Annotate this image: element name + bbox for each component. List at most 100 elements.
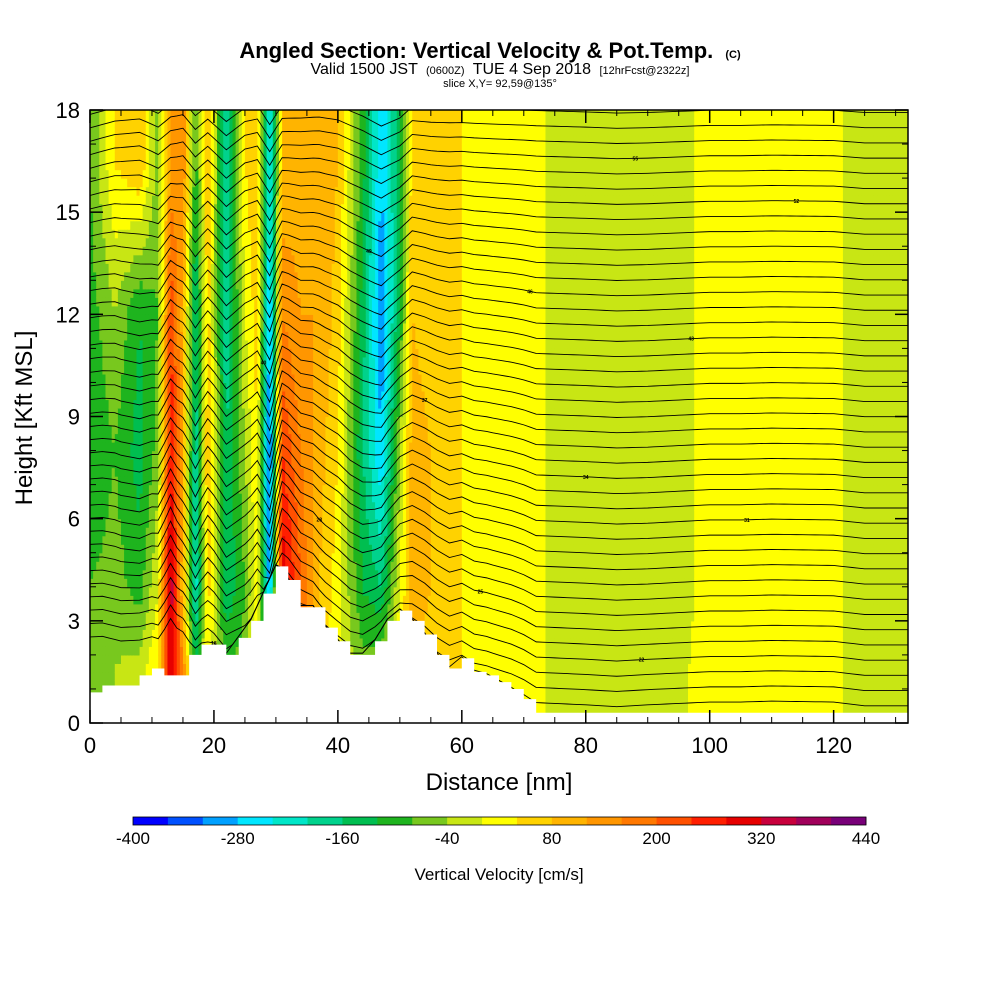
velocity-cell (229, 501, 234, 511)
velocity-cell (248, 246, 252, 256)
velocity-cell (186, 144, 190, 154)
velocity-cell (288, 220, 292, 230)
velocity-cell (241, 348, 246, 358)
velocity-cell (220, 484, 224, 494)
velocity-cell (99, 518, 103, 528)
velocity-cell (235, 237, 240, 247)
velocity-cell (167, 586, 172, 596)
velocity-cell (108, 654, 113, 664)
velocity-cell (207, 280, 212, 290)
velocity-cell (235, 195, 240, 205)
velocity-cell (130, 161, 134, 171)
velocity-cell (189, 144, 193, 154)
velocity-cell (127, 178, 131, 188)
velocity-cell (254, 195, 258, 205)
velocity-cell (130, 399, 134, 409)
velocity-cell (235, 510, 240, 520)
velocity-cell (275, 195, 280, 205)
velocity-cell (99, 501, 103, 511)
velocity-cell (151, 561, 156, 571)
velocity-cell (170, 646, 175, 656)
velocity-cell (182, 212, 187, 222)
velocity-cell (164, 407, 169, 418)
velocity-cell (105, 263, 110, 273)
velocity-cell (213, 484, 218, 494)
velocity-cell (213, 254, 218, 264)
velocity-cell (248, 135, 252, 145)
velocity-cell (114, 135, 119, 145)
velocity-cell (114, 578, 119, 588)
velocity-cell (99, 629, 103, 639)
velocity-cell (145, 629, 150, 639)
velocity-cell (217, 169, 221, 179)
velocity-cell (275, 527, 280, 537)
velocity-cell (288, 373, 292, 384)
velocity-cell (229, 263, 234, 273)
velocity-cell (158, 127, 162, 137)
velocity-cell (90, 484, 94, 494)
velocity-cell (173, 169, 178, 179)
velocity-cell (151, 459, 156, 469)
velocity-cell (207, 595, 212, 605)
velocity-cell (139, 356, 144, 367)
velocity-cell (182, 484, 187, 494)
velocity-cell (294, 280, 299, 290)
velocity-cell (111, 578, 116, 588)
velocity-cell (161, 433, 165, 443)
velocity-cell (303, 561, 308, 571)
velocity-cell (198, 527, 203, 537)
velocity-cell (167, 382, 172, 392)
velocity-cell (136, 246, 141, 256)
velocity-cell (198, 552, 203, 562)
velocity-cell (142, 527, 147, 537)
velocity-cell (186, 442, 190, 452)
velocity-cell (266, 586, 271, 596)
velocity-cell (235, 212, 240, 222)
velocity-cell (117, 127, 122, 137)
velocity-cell (223, 195, 227, 205)
velocity-cell (254, 467, 258, 477)
velocity-cell (294, 501, 299, 511)
velocity-cell (260, 459, 265, 469)
velocity-cell (210, 629, 215, 639)
velocity-cell (254, 476, 258, 486)
velocity-cell (254, 263, 258, 273)
velocity-cell (111, 612, 116, 622)
velocity-cell (266, 399, 271, 409)
velocity-cell (139, 518, 144, 528)
velocity-cell (297, 161, 302, 171)
velocity-cell (139, 280, 144, 290)
velocity-cell (229, 467, 234, 477)
velocity-cell (269, 246, 274, 256)
velocity-cell (130, 169, 134, 179)
velocity-cell (254, 178, 258, 188)
velocity-cell (111, 637, 116, 647)
velocity-cell (90, 144, 94, 154)
velocity-cell (285, 229, 289, 239)
velocity-cell (300, 356, 305, 367)
velocity-cell (108, 118, 113, 128)
velocity-cell (244, 501, 249, 511)
velocity-cell (251, 339, 255, 349)
velocity-cell (120, 552, 125, 562)
velocity-cell (279, 144, 283, 154)
velocity-cell (105, 229, 110, 239)
velocity-cell (145, 620, 150, 630)
velocity-cell (241, 322, 246, 332)
velocity-cell (210, 135, 215, 145)
velocity-cell (272, 484, 277, 494)
velocity-cell (151, 646, 156, 656)
velocity-cell (105, 671, 110, 682)
velocity-cell (244, 629, 249, 639)
velocity-cell (189, 212, 193, 222)
velocity-cell (198, 595, 203, 605)
velocity-cell (220, 399, 224, 409)
velocity-cell (124, 603, 128, 613)
velocity-cell (99, 535, 103, 545)
velocity-cell (167, 620, 172, 630)
velocity-cell (170, 425, 175, 435)
velocity-cell (182, 127, 187, 137)
velocity-cell (235, 535, 240, 545)
velocity-cell (300, 135, 305, 145)
velocity-cell (133, 331, 138, 341)
